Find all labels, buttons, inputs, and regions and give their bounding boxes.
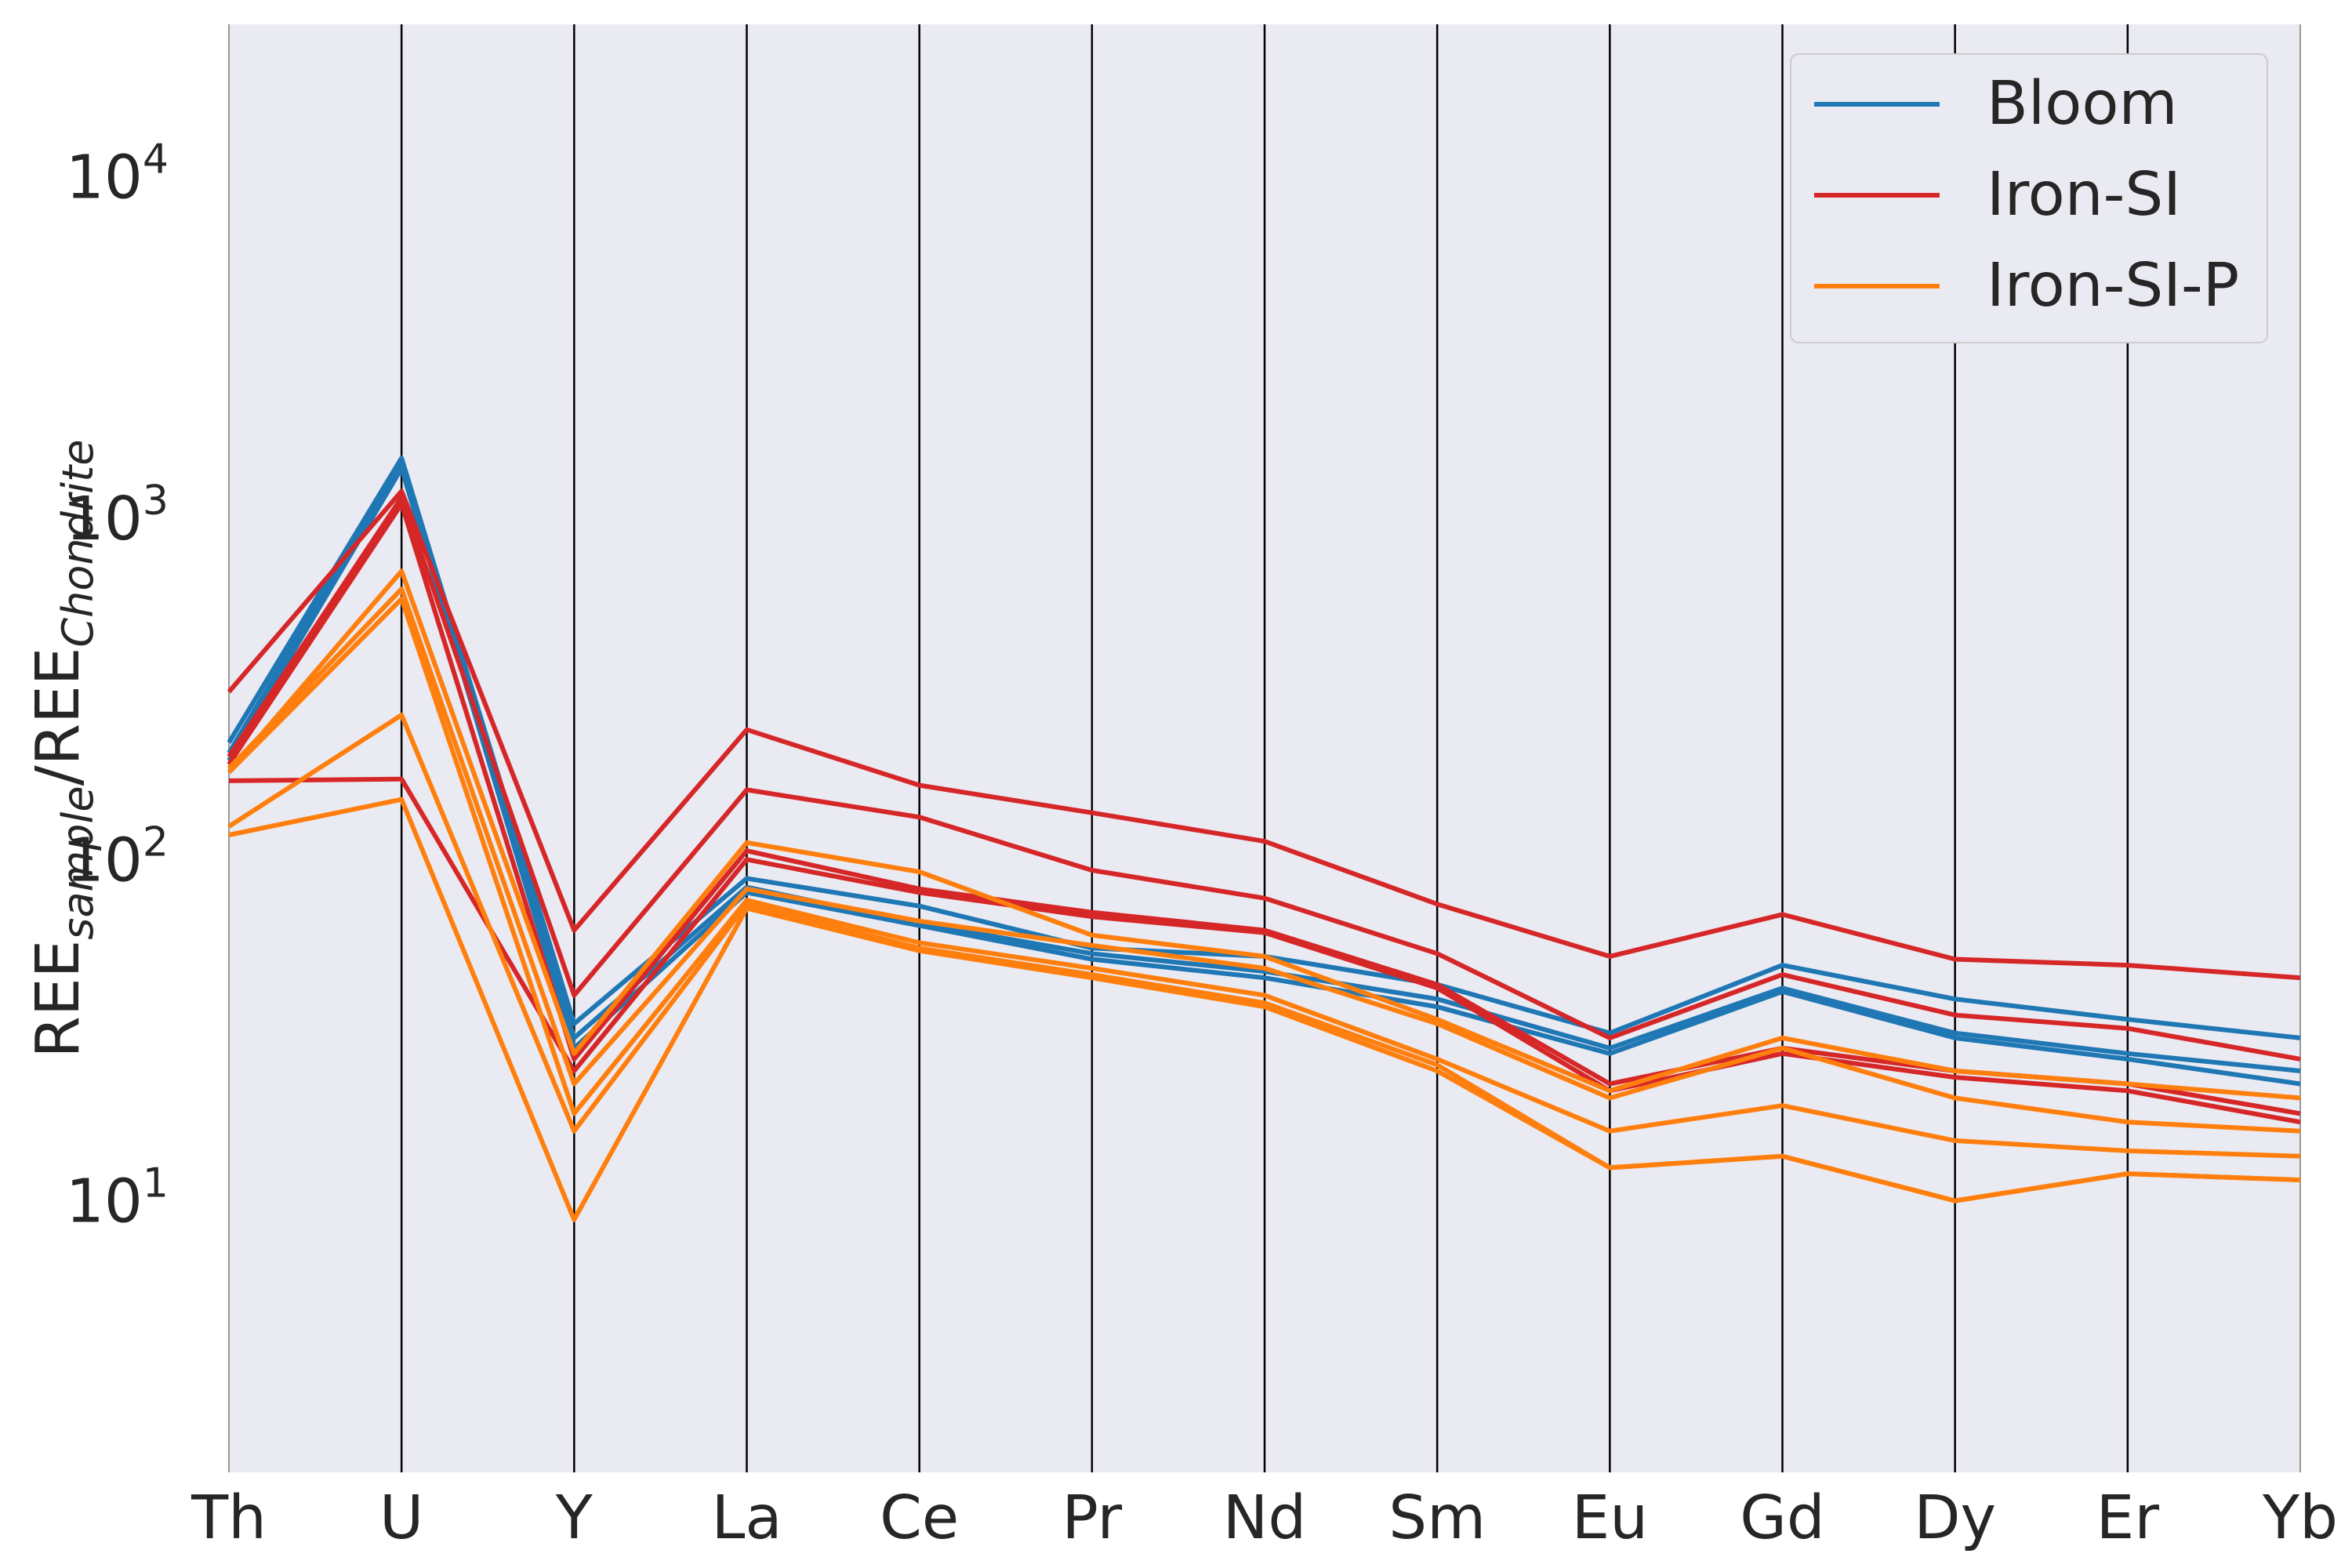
y-axis-label: REEsample/REEChondrite	[24, 440, 103, 1058]
series-line-iron-si-p-9	[227, 596, 2301, 1159]
y-tick-labels: 101 102 103 104	[66, 136, 169, 1237]
y-tick-label-10000: 104	[66, 136, 169, 213]
legend: Bloom Iron-SI Iron-SI-P	[1790, 53, 2268, 343]
x-tick-label-la: La	[711, 1483, 782, 1553]
x-tick-label-nd: Nd	[1223, 1483, 1306, 1553]
series-line-iron-si-3	[227, 488, 2301, 981]
x-tick-label-ce: Ce	[880, 1483, 959, 1553]
x-tick-label-th: Th	[191, 1483, 267, 1553]
series-line-bloom-1	[227, 460, 2301, 1073]
legend-label-bloom: Bloom	[1987, 69, 2177, 139]
x-tick-label-er: Er	[2096, 1483, 2160, 1553]
x-tick-label-dy: Dy	[1914, 1483, 1996, 1553]
y-axis-label-main1: REE	[24, 940, 93, 1058]
x-tick-label-eu: Eu	[1572, 1483, 1648, 1553]
y-axis-label-slash: /	[24, 765, 93, 786]
legend-label-iron-si: Iron-SI	[1987, 160, 2181, 230]
y-tick-label-10: 101	[66, 1160, 169, 1237]
legend-label-iron-si-p: Iron-SI-P	[1987, 251, 2239, 321]
x-tick-label-u: U	[379, 1483, 423, 1553]
series-line-iron-si-4	[227, 495, 2301, 1062]
y-axis-label-sub2: Chondrite	[53, 440, 103, 648]
y-tick-label-1000: 103	[66, 477, 169, 554]
series-line-iron-si-p-11	[228, 797, 2301, 1222]
y-axis-label-sub1: sample	[53, 786, 103, 939]
legend-box	[1790, 53, 2268, 343]
series-lines	[227, 456, 2301, 1222]
x-tick-label-yb: Yb	[2262, 1483, 2338, 1553]
x-tick-label-pr: Pr	[1062, 1483, 1122, 1553]
x-tick-label-y: Y	[555, 1483, 593, 1553]
x-tick-label-gd: Gd	[1740, 1483, 1825, 1553]
y-tick-label-100: 102	[66, 818, 169, 895]
series-line-iron-si-6	[228, 776, 2301, 1125]
y-axis-label-main2: REE	[24, 648, 93, 766]
category-gridlines	[228, 24, 2301, 1472]
x-tick-label-sm: Sm	[1388, 1483, 1486, 1553]
series-line-iron-si-p-8	[227, 586, 2301, 1134]
x-tick-labels: Th U Y La Ce Pr Nd Sm Eu Gd Dy Er Yb	[191, 1483, 2338, 1553]
series-line-iron-si-p-7	[227, 568, 2301, 1101]
